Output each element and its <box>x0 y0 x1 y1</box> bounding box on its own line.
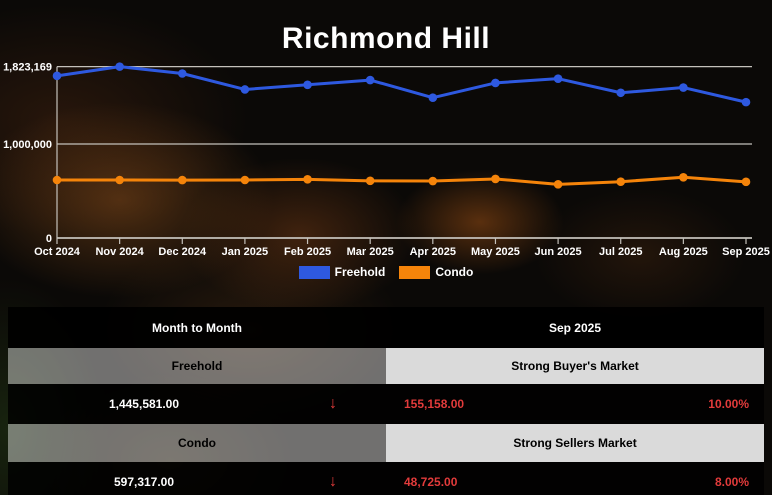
freehold-swatch-icon <box>298 265 330 279</box>
chart-line-condo <box>55 175 748 186</box>
chart-point-freehold[interactable] <box>616 88 626 98</box>
chart-point-freehold[interactable] <box>52 71 62 81</box>
chart-point-freehold[interactable] <box>365 75 375 85</box>
x-axis-label: Sep 2025 <box>722 246 770 258</box>
condo-label-row: Condo Strong Sellers Market <box>8 424 764 462</box>
page-title: Richmond Hill <box>281 22 491 56</box>
x-axis-label: Mar 2025 <box>347 246 394 258</box>
y-axis-label: 1,823,169 <box>3 62 52 74</box>
condo-swatch-icon <box>399 265 431 279</box>
chart-point-condo[interactable] <box>240 175 250 185</box>
chart-point-condo[interactable] <box>491 174 500 184</box>
x-axis-label: Oct 2024 <box>34 246 81 258</box>
chart-legend: Freehold Condo <box>0 265 772 279</box>
freehold-change-value: 155,158.00 <box>404 397 465 411</box>
table-header-month-to-month: Month to Month <box>152 320 242 335</box>
x-axis-label: Feb 2025 <box>284 246 331 258</box>
chart-point-condo[interactable] <box>303 175 312 184</box>
freehold-label: Freehold <box>8 348 386 384</box>
freehold-data-row: 1,445,581.00 ↓ 155,158.00 10.00% <box>8 384 764 424</box>
chart-point-freehold[interactable] <box>240 85 250 94</box>
chart-point-condo[interactable] <box>115 175 124 185</box>
legend-label-condo: Condo <box>435 265 474 279</box>
chart-point-condo[interactable] <box>616 177 626 186</box>
y-axis-label: 1,000,000 <box>3 139 52 151</box>
legend-label-freehold: Freehold <box>334 265 386 279</box>
condo-change-value: 48,725.00 <box>404 475 458 489</box>
x-axis-label: Dec 2024 <box>158 246 207 258</box>
table-header-row: Month to Month Sep 2025 <box>8 307 764 348</box>
table-header-current-month: Sep 2025 <box>548 320 602 335</box>
x-axis-label: Jan 2025 <box>222 246 268 258</box>
chart-line-freehold <box>55 65 748 104</box>
condo-label: Condo <box>8 424 386 462</box>
month-to-month-table: Month to Month Sep 2025 Freehold Strong … <box>8 307 764 495</box>
chart-point-condo[interactable] <box>52 175 62 185</box>
freehold-market-status: Strong Buyer's Market <box>386 348 764 384</box>
x-axis-label: Apr 2025 <box>410 246 456 258</box>
y-axis-label: 0 <box>46 233 52 245</box>
legend-item-condo[interactable]: Condo <box>399 265 473 279</box>
chart-point-condo[interactable] <box>428 176 438 186</box>
chart-point-condo[interactable] <box>553 180 563 189</box>
freehold-change-percent: 10.00% <box>708 397 749 411</box>
condo-data-row: 597,317.00 ↓ 48,725.00 8.00% <box>8 462 764 495</box>
x-axis-label: Aug 2025 <box>659 246 708 258</box>
chart-point-condo[interactable] <box>679 172 688 182</box>
chart-point-freehold[interactable] <box>491 78 500 88</box>
condo-down-arrow-icon: ↓ <box>329 473 337 490</box>
legend-item-freehold[interactable]: Freehold <box>298 265 386 279</box>
chart-point-freehold[interactable] <box>428 93 438 102</box>
chart-point-condo[interactable] <box>741 177 751 187</box>
chart-point-freehold[interactable] <box>115 62 124 71</box>
x-axis-label: Jun 2025 <box>535 246 582 258</box>
chart-point-condo[interactable] <box>365 176 375 186</box>
chart-point-freehold[interactable] <box>553 74 563 83</box>
x-axis-label: Jul 2025 <box>599 246 642 258</box>
chart-point-freehold[interactable] <box>679 83 688 92</box>
x-axis-label: Nov 2024 <box>95 246 144 258</box>
freehold-down-arrow-icon: ↓ <box>329 395 337 412</box>
condo-market-status: Strong Sellers Market <box>386 424 764 462</box>
x-axis-label: May 2025 <box>471 246 520 258</box>
chart-point-freehold[interactable] <box>177 69 187 78</box>
condo-current-value: 597,317.00 <box>113 475 175 489</box>
chart-point-condo[interactable] <box>177 175 187 185</box>
condo-change-percent: 8.00% <box>714 475 749 489</box>
freehold-label-row: Freehold Strong Buyer's Market <box>8 348 764 384</box>
chart-point-freehold[interactable] <box>741 97 751 107</box>
freehold-current-value: 1,445,581.00 <box>108 397 180 411</box>
chart-point-freehold[interactable] <box>303 80 312 90</box>
